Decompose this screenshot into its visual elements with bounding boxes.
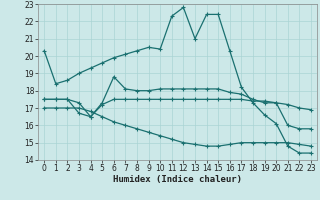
X-axis label: Humidex (Indice chaleur): Humidex (Indice chaleur) — [113, 175, 242, 184]
